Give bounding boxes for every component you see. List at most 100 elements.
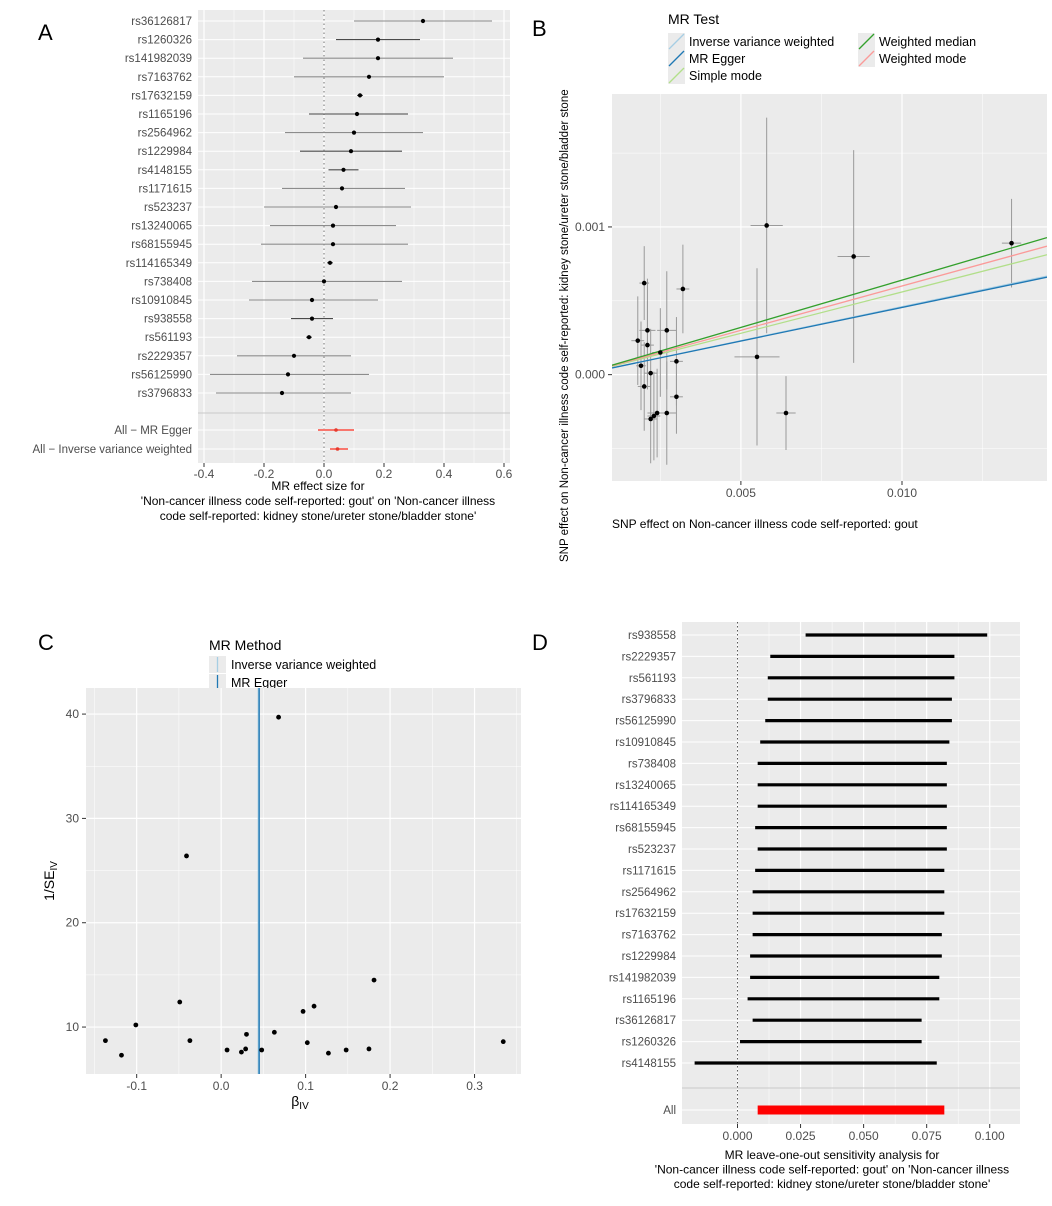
panel-d-snp-label: rs2564962 xyxy=(622,887,676,899)
panel-b-fit-line xyxy=(612,236,1047,366)
panel-c-legend-label: Inverse variance weighted xyxy=(231,658,376,672)
panel-b-point xyxy=(764,223,769,228)
panel-a-snp-label: rs1165196 xyxy=(139,109,193,121)
panel-b-letter: B xyxy=(532,16,547,41)
panel-d-tick-label: 0.100 xyxy=(975,1129,1005,1143)
panel-c-x-tick-label: 0.2 xyxy=(382,1079,399,1093)
panel-c-legend-label: MR Egger xyxy=(231,676,287,690)
panel-c-point xyxy=(371,977,377,983)
panel-b-point xyxy=(651,413,657,419)
panel-c-x-tick-label: -0.1 xyxy=(126,1079,147,1093)
panel-c-point xyxy=(243,1046,249,1052)
panel-c-points xyxy=(103,714,506,1058)
panel-d-snp-label: rs7163762 xyxy=(622,930,676,942)
panel-d-snp-label: rs114165349 xyxy=(610,801,676,813)
panel-b-point xyxy=(851,254,856,259)
panel-a-estimate-point xyxy=(279,390,285,396)
panel-d-snp-label: rs13240065 xyxy=(615,780,676,792)
panel-c-point xyxy=(103,1038,108,1044)
panel-a-estimate-point xyxy=(285,372,291,377)
panel-b-fit-lines xyxy=(612,236,1047,369)
panel-a-snp-label: rs1229984 xyxy=(138,146,193,158)
panel-d-snp-label: rs1229984 xyxy=(622,951,677,963)
panel-d-snp-label: rs1260326 xyxy=(622,1037,676,1049)
panel-c-grid xyxy=(86,688,521,1074)
panel-b-ticks: 0.005 0.010 0.000 0.001 xyxy=(575,220,917,500)
panel-a-snp-label: rs3796833 xyxy=(138,388,192,400)
panel-b-x-tick-label: 0.010 xyxy=(887,486,917,500)
panel-b-point xyxy=(754,354,760,360)
panel-a-snp-label: rs523237 xyxy=(144,202,192,214)
panel-a-tick-label: 0.6 xyxy=(496,467,513,481)
panel-a-x-axis-title-line: 'Non-cancer illness code self-reported: … xyxy=(141,494,495,508)
panel-b-fit-line xyxy=(612,276,1047,369)
panel-b-y-tick-label: 0.001 xyxy=(575,220,605,234)
panel-c-x-axis-title: βIV xyxy=(291,1093,309,1112)
panel-a-estimate-point xyxy=(330,223,336,228)
panel-a-estimate-point xyxy=(357,93,363,98)
panel-b-point xyxy=(680,286,686,292)
panel-a-snp-label: rs738408 xyxy=(144,276,192,288)
panel-d-snp-label: rs3796833 xyxy=(622,694,676,706)
panel-d-x-axis-title: MR leave-one-out sensitivity analysis fo… xyxy=(655,1148,1009,1191)
panel-a-row-labels: rs36126817 rs1260326 rs141982039 rs7163762 r… xyxy=(33,16,193,456)
panel-a-estimate-point xyxy=(341,167,346,172)
panel-c-legend: Inverse variance weighted MR Egger xyxy=(209,656,376,691)
panel-b-point xyxy=(1009,240,1014,246)
panel-c-point xyxy=(244,1031,249,1037)
panel-a-estimate-point xyxy=(327,260,333,265)
panel-c-point xyxy=(311,1003,317,1009)
panel-b-legend-swatch xyxy=(668,50,685,67)
panel-a-marks xyxy=(210,18,492,451)
panel-b-x-tick-label: 0.005 xyxy=(726,486,756,500)
panel-b-legend: Inverse variance weighted Weighted median… xyxy=(668,33,976,84)
panel-a-tick-label: -0.4 xyxy=(194,467,215,481)
panel-c-y-tick-label: 30 xyxy=(66,811,80,825)
panel-a-tick-label: -0.2 xyxy=(254,467,275,481)
panel-c: C MR Method Inverse variance weighted MR … xyxy=(38,630,521,1112)
panel-b-point xyxy=(645,342,650,348)
panel-a-estimate-point xyxy=(375,56,381,61)
panel-a-estimate-point xyxy=(309,316,315,321)
panel-d-x-axis-title-line: code self-reported: kidney stone/ureter … xyxy=(674,1177,990,1191)
panel-d-snp-label: rs1165196 xyxy=(623,994,677,1006)
panel-d-snp-label: rs523237 xyxy=(628,844,676,856)
panel-b-point xyxy=(783,410,789,416)
panel-c-estimate-lines xyxy=(257,688,260,1074)
panel-c-point xyxy=(366,1046,372,1052)
panel-d-snp-label: rs56125990 xyxy=(615,716,676,728)
panel-b-point xyxy=(658,350,663,355)
panel-a-estimate-point xyxy=(309,297,315,303)
panel-d-all-label: All xyxy=(663,1105,676,1117)
panel-a-snp-label: rs1260326 xyxy=(138,35,192,47)
panel-a-snp-label: rs56125990 xyxy=(131,369,192,381)
panel-d-snp-label: rs10910845 xyxy=(615,737,676,749)
panel-a-tick-label: 0.2 xyxy=(376,467,393,481)
panel-c-y-axis-text: 1/SE xyxy=(41,871,57,901)
panel-a-estimate-point xyxy=(339,186,345,191)
panel-a-estimate-point xyxy=(366,74,372,79)
panel-c-y-tick-label: 20 xyxy=(66,916,80,930)
panel-d-x-axis-title-line: MR leave-one-out sensitivity analysis fo… xyxy=(725,1148,940,1162)
panel-c-point xyxy=(224,1047,230,1053)
panel-c-y-tick-label: 40 xyxy=(66,707,80,721)
panel-a-summary-point xyxy=(335,447,340,451)
panel-b-legend-label: Inverse variance weighted xyxy=(689,35,834,49)
panel-a: A rs36126817 rs1260326 rs141982039 rs716376… xyxy=(33,10,513,523)
panel-b-legend-title: MR Test xyxy=(668,11,719,27)
panel-a-estimate-point xyxy=(420,18,426,24)
panel-b-point xyxy=(674,394,679,400)
panel-b-point xyxy=(664,410,670,416)
panel-d-snp-label: rs561193 xyxy=(629,673,676,685)
panel-d-snp-label: rs4148155 xyxy=(622,1058,676,1070)
panel-b-points xyxy=(635,223,1014,422)
panel-d-marks xyxy=(694,633,988,1115)
panel-a-tick-label: 0.0 xyxy=(316,467,333,481)
panel-b-legend-label: MR Egger xyxy=(689,52,745,66)
panel-a-letter: A xyxy=(38,20,53,45)
panel-c-y-axis-title: 1/SEIV xyxy=(41,861,60,901)
panel-c-point xyxy=(184,853,189,859)
panel-a-snp-label: rs938558 xyxy=(144,314,192,326)
panel-d-snp-label: rs1171615 xyxy=(623,865,677,877)
